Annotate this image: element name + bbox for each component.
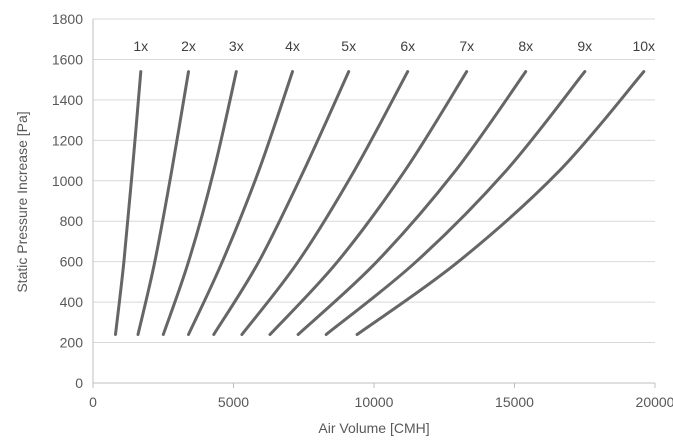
y-tick-label: 1400 (52, 92, 83, 108)
x-tick-label: 20000 (636, 394, 673, 410)
x-tick-label: 15000 (495, 394, 534, 410)
curve-3x (161, 70, 238, 336)
x-axis-title: Air Volume [CMH] (318, 420, 429, 436)
series-label-6x: 6x (400, 38, 415, 54)
curve-1x (114, 70, 143, 336)
series-label-2x: 2x (181, 38, 196, 54)
y-tick-label: 600 (60, 254, 84, 270)
curve-10x (355, 70, 646, 336)
y-tick-label: 1200 (52, 132, 83, 148)
y-axis-title: Static Pressure Increase [Pa] (14, 111, 30, 292)
grid-lines (93, 18, 655, 344)
curve-5x (212, 70, 351, 336)
curve-4x (187, 70, 294, 336)
y-tick-label: 400 (60, 294, 84, 310)
x-tick-label: 0 (89, 394, 97, 410)
y-tick-label: 1800 (52, 11, 83, 27)
y-tick-label: 1600 (52, 51, 83, 67)
series-labels: 1x 2x 3x 4x 5x 6x 7x 8x 9x 10x (133, 38, 655, 54)
x-tick-label: 5000 (218, 394, 249, 410)
curve-7x (268, 70, 469, 336)
y-tick-label: 800 (60, 213, 84, 229)
y-tick-label: 0 (75, 375, 83, 391)
curve-6x (240, 70, 410, 336)
y-tick-label: 1000 (52, 173, 83, 189)
axes: 0 200 400 600 800 1000 1200 1400 1600 1800 0 5000 10… (52, 11, 673, 410)
series-label-1x: 1x (133, 38, 148, 54)
series-label-4x: 4x (285, 38, 300, 54)
x-tick-label: 10000 (355, 394, 394, 410)
curve-8x (296, 70, 528, 336)
series-label-7x: 7x (459, 38, 474, 54)
fan-curves (114, 70, 646, 336)
curve-2x (136, 70, 190, 336)
y-tick-label: 200 (60, 335, 84, 351)
series-label-8x: 8x (518, 38, 533, 54)
series-label-5x: 5x (341, 38, 356, 54)
series-label-3x: 3x (229, 38, 244, 54)
curve-9x (324, 70, 587, 336)
series-label-9x: 9x (577, 38, 592, 54)
series-label-10x: 10x (632, 38, 655, 54)
